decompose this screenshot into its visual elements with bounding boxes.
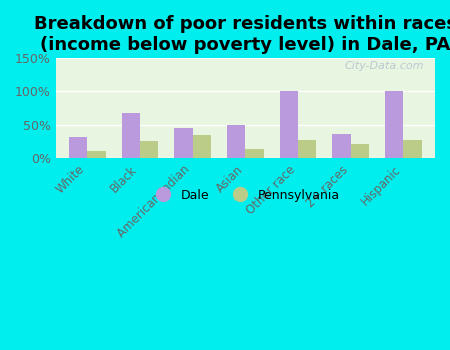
Bar bbox=[69, 137, 87, 158]
Bar bbox=[87, 151, 106, 158]
Bar bbox=[351, 144, 369, 158]
Text: City-Data.com: City-Data.com bbox=[344, 61, 423, 71]
Bar bbox=[122, 113, 140, 158]
Bar bbox=[385, 91, 403, 158]
Bar bbox=[403, 140, 422, 158]
Bar bbox=[245, 149, 264, 158]
Bar bbox=[193, 135, 211, 158]
Bar bbox=[140, 141, 158, 158]
Bar bbox=[298, 140, 316, 158]
Bar bbox=[279, 91, 298, 158]
Title: Breakdown of poor residents within races
(income below poverty level) in Dale, P: Breakdown of poor residents within races… bbox=[34, 15, 450, 54]
Bar bbox=[332, 134, 351, 158]
Bar bbox=[174, 128, 193, 158]
Bar bbox=[227, 125, 245, 158]
Legend: Dale, Pennsylvania: Dale, Pennsylvania bbox=[146, 184, 345, 207]
